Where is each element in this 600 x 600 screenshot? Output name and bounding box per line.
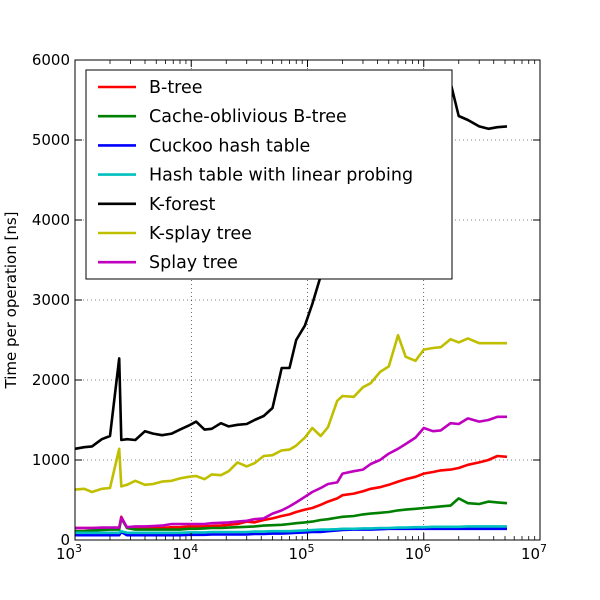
y-tick-label: 4000 <box>32 211 70 229</box>
ticks <box>74 59 541 541</box>
x-tick-exponent: 5 <box>308 542 315 555</box>
y-tick-label: 1000 <box>32 451 70 469</box>
legend-label-k-forest: K-forest <box>149 195 216 215</box>
y-tick-label: 2000 <box>32 371 70 389</box>
y-axis-label: Time per operation [ns] <box>2 212 20 390</box>
legend-label-cuckoo-hash-table: Cuckoo hash table <box>149 136 310 156</box>
legend-label-hash-table-with-linear-probing: Hash table with linear probing <box>149 166 413 186</box>
x-tick-base: 10 <box>172 545 191 563</box>
x-tick-base: 10 <box>56 545 75 563</box>
x-tick-base: 10 <box>521 545 540 563</box>
series-line-k-splay-tree <box>74 333 507 494</box>
legend-label-k-splay-tree: K-splay tree <box>149 224 252 244</box>
x-tick-exponent: 6 <box>424 542 431 555</box>
x-tick-label: 103 <box>56 542 82 563</box>
x-tick-exponent: 4 <box>191 542 198 555</box>
x-tick-label: 104 <box>172 542 198 563</box>
y-tick-label: 0 <box>60 531 70 549</box>
series-line-hash-table-with-linear-probing <box>75 525 507 535</box>
series-line-cuckoo-hash-table <box>75 527 507 537</box>
series-line-splay-tree <box>75 415 507 530</box>
legend-label-splay-tree: Splay tree <box>149 253 238 273</box>
x-tick-exponent: 7 <box>540 542 547 555</box>
y-tick-label: 3000 <box>32 291 70 309</box>
x-tick-base: 10 <box>405 545 424 563</box>
y-tick-label: 6000 <box>32 51 70 69</box>
series-line-cache-oblivious-b-tree <box>75 497 508 533</box>
legend-label-b-tree: B-tree <box>149 78 203 98</box>
x-tick-label: 107 <box>521 542 547 563</box>
x-tick-exponent: 3 <box>75 542 82 555</box>
legend-box <box>85 69 453 280</box>
x-tick-label: 106 <box>405 542 431 563</box>
legend-label-cache-oblivious-b-tree: Cache-oblivious B-tree <box>149 107 347 127</box>
x-tick-base: 10 <box>288 545 307 563</box>
x-tick-label: 105 <box>288 542 314 563</box>
series-line-b-tree <box>75 454 508 530</box>
y-tick-label: 5000 <box>32 131 70 149</box>
legend: B-tree Cache-oblivious B-tree Cuckoo hash … <box>85 69 453 280</box>
